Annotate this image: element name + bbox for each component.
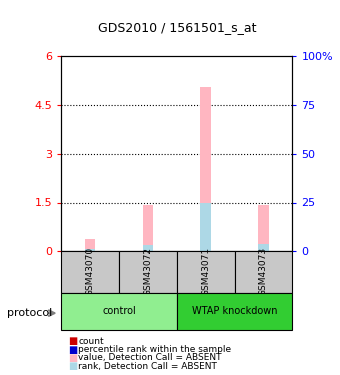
FancyBboxPatch shape bbox=[177, 292, 292, 330]
Bar bbox=[258, 244, 269, 251]
Bar bbox=[143, 205, 153, 251]
Bar bbox=[258, 205, 269, 251]
Text: GSM43071: GSM43071 bbox=[201, 248, 210, 296]
Text: ■: ■ bbox=[68, 336, 77, 346]
Text: ■: ■ bbox=[68, 353, 77, 363]
Text: rank, Detection Call = ABSENT: rank, Detection Call = ABSENT bbox=[78, 362, 217, 370]
Bar bbox=[201, 202, 211, 251]
FancyBboxPatch shape bbox=[119, 251, 177, 292]
Text: ■: ■ bbox=[68, 345, 77, 354]
Text: protocol: protocol bbox=[7, 308, 52, 318]
FancyBboxPatch shape bbox=[61, 251, 119, 292]
Text: percentile rank within the sample: percentile rank within the sample bbox=[78, 345, 231, 354]
Bar bbox=[85, 249, 95, 251]
Text: GSM43072: GSM43072 bbox=[143, 248, 152, 296]
Text: count: count bbox=[78, 337, 104, 346]
Text: control: control bbox=[102, 306, 136, 316]
Text: WTAP knockdown: WTAP knockdown bbox=[192, 306, 277, 316]
Text: GDS2010 / 1561501_s_at: GDS2010 / 1561501_s_at bbox=[98, 21, 256, 34]
Text: value, Detection Call = ABSENT: value, Detection Call = ABSENT bbox=[78, 353, 222, 362]
FancyBboxPatch shape bbox=[177, 251, 235, 292]
Text: GSM43070: GSM43070 bbox=[86, 248, 95, 296]
Bar bbox=[143, 245, 153, 251]
Text: ■: ■ bbox=[68, 361, 77, 371]
Bar bbox=[85, 239, 95, 251]
Bar bbox=[201, 87, 211, 251]
FancyBboxPatch shape bbox=[235, 251, 292, 292]
Text: GSM43073: GSM43073 bbox=[259, 248, 268, 296]
FancyBboxPatch shape bbox=[61, 292, 177, 330]
